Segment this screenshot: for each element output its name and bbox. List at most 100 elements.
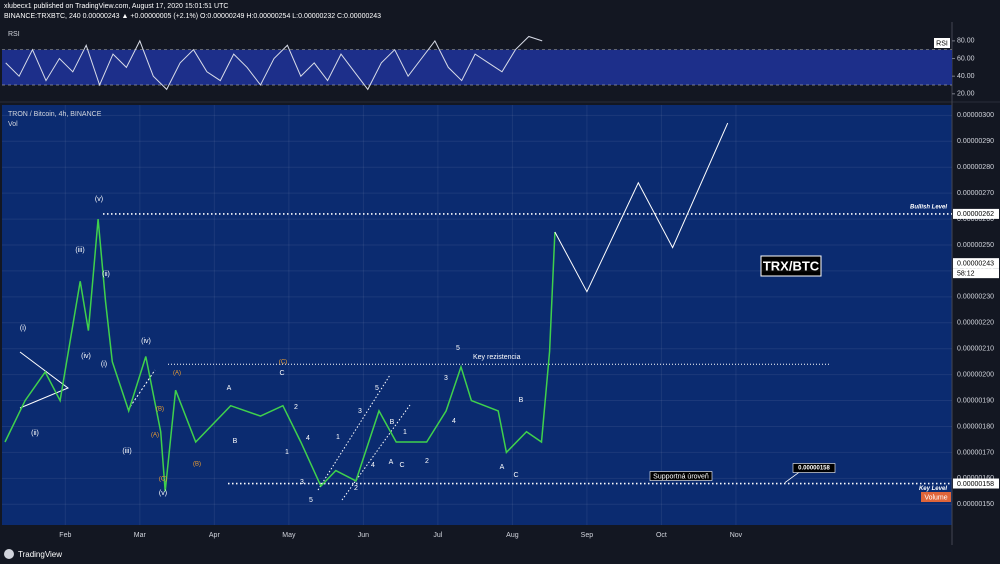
price-title: TRON / Bitcoin, 4h, BINANCE bbox=[8, 111, 102, 118]
wave-label: (iv) bbox=[81, 353, 91, 360]
wave-label: (iv) bbox=[141, 338, 151, 345]
wave-label: B bbox=[390, 419, 395, 426]
y-tick-label: 0.00000150 bbox=[957, 501, 994, 508]
level-label: Key rezistencia bbox=[473, 354, 521, 361]
y-tick-label: 0.00000270 bbox=[957, 190, 994, 197]
wave-label: A bbox=[227, 385, 232, 392]
wave-label: 2 bbox=[354, 485, 358, 492]
pair-badge-box bbox=[760, 255, 822, 277]
axis-price-label: 0.00000158 bbox=[957, 481, 994, 488]
wave-label: 3 bbox=[300, 479, 304, 486]
wave-label: (i) bbox=[101, 361, 107, 368]
x-tick-label: Aug bbox=[506, 532, 519, 539]
level-label: Supportná úroveň bbox=[653, 473, 709, 480]
x-tick-label: Sep bbox=[581, 532, 594, 539]
wave-label: 4 bbox=[306, 435, 310, 442]
x-tick-label: Jul bbox=[433, 532, 442, 539]
y-tick-label: 0.00000230 bbox=[957, 294, 994, 301]
y-tick-label: 0.00000260 bbox=[957, 216, 994, 223]
rsi-tick-label: 40.00 bbox=[957, 73, 975, 80]
timer-box bbox=[953, 268, 999, 279]
wave-label: A bbox=[389, 459, 394, 466]
y-tick-label: 0.00000170 bbox=[957, 449, 994, 456]
axis-price-label: 0.00000262 bbox=[957, 211, 994, 218]
x-tick-label: Oct bbox=[656, 532, 667, 539]
vol-title: Vol bbox=[8, 121, 18, 128]
wave-label: 1 bbox=[285, 449, 289, 456]
y-tick-label: 0.00000180 bbox=[957, 423, 994, 430]
correction-label: (A) bbox=[173, 371, 181, 377]
channel-line bbox=[317, 374, 391, 491]
price-line bbox=[4, 219, 556, 492]
rsi-tick-label: 20.00 bbox=[957, 91, 975, 98]
timer-label: 58:12 bbox=[957, 270, 975, 277]
callout-label: 0.00000158 bbox=[798, 466, 830, 472]
wave-label: (i) bbox=[20, 325, 26, 332]
wave-label: 4 bbox=[452, 418, 456, 425]
publisher: xlubecx1 published on TradingView.com, A… bbox=[4, 3, 228, 10]
callout-box bbox=[792, 463, 836, 473]
wave-label: 3 bbox=[444, 375, 448, 382]
y-tick-label: 0.00000300 bbox=[957, 112, 994, 119]
last-price-label: 0.00000243 bbox=[957, 260, 994, 267]
y-tick-label: 0.00000200 bbox=[957, 371, 994, 378]
rsi-badge-box bbox=[934, 38, 950, 48]
projection-line bbox=[554, 122, 729, 293]
rsi-tick-label: 60.00 bbox=[957, 55, 975, 62]
axis-price-box bbox=[953, 478, 999, 489]
wave-label: A bbox=[500, 464, 505, 471]
wave-label: 5 bbox=[456, 345, 460, 352]
wave-label: 5 bbox=[375, 385, 379, 392]
axis-price-box bbox=[953, 208, 999, 219]
rsi-title: RSI bbox=[8, 31, 20, 38]
wave-label: (v) bbox=[159, 490, 167, 497]
level-note: Key Level bbox=[919, 486, 947, 492]
level-label: Bullish Level bbox=[910, 204, 947, 210]
triangle bbox=[19, 351, 69, 409]
x-tick-label: Nov bbox=[730, 532, 743, 539]
correction-label: (B) bbox=[156, 407, 164, 413]
y-tick-label: 0.00000280 bbox=[957, 164, 994, 171]
wave-label: C bbox=[279, 370, 284, 377]
y-tick-label: 0.00000210 bbox=[957, 346, 994, 353]
last-price-box bbox=[953, 258, 999, 269]
x-tick-label: Jun bbox=[358, 532, 369, 539]
correction-label: (C) bbox=[279, 360, 287, 366]
wave-label: C bbox=[399, 462, 404, 469]
y-tick-label: 0.00000220 bbox=[957, 320, 994, 327]
y-tick-label: 0.00000290 bbox=[957, 138, 994, 145]
wave-label: 1 bbox=[403, 429, 407, 436]
wave-label: 2 bbox=[425, 458, 429, 465]
rsi-line bbox=[5, 35, 543, 91]
wave-label: (ii) bbox=[102, 271, 110, 278]
x-tick-label: Feb bbox=[59, 532, 71, 539]
volume-badge-box bbox=[921, 492, 951, 502]
wave-label: 5 bbox=[309, 497, 313, 504]
brand: TradingView bbox=[18, 550, 62, 559]
footer: TradingView bbox=[4, 549, 62, 559]
wave-label: B bbox=[233, 438, 238, 445]
x-tick-label: Apr bbox=[209, 532, 221, 539]
level-label-box bbox=[649, 471, 713, 481]
pair-badge: TRX/BTC bbox=[763, 258, 820, 273]
wave-label: 2 bbox=[294, 404, 298, 411]
wave-label: 4 bbox=[371, 462, 375, 469]
wave-label: (iii) bbox=[122, 448, 131, 455]
wave-label: C bbox=[513, 472, 518, 479]
wave-label: 3 bbox=[358, 408, 362, 415]
rsi-tick-label: 80.00 bbox=[957, 38, 975, 45]
symbol-info: BINANCE:TRXBTC, 240 0.00000243 ▲ +0.0000… bbox=[4, 13, 381, 20]
x-tick-label: May bbox=[282, 532, 296, 539]
wave-label: 1 bbox=[336, 434, 340, 441]
correction-label: (A) bbox=[151, 433, 159, 439]
x-tick-label: Mar bbox=[134, 532, 147, 539]
rsi-badge: RSI bbox=[936, 40, 948, 47]
volume-badge: Volume bbox=[924, 494, 947, 501]
wave-label: B bbox=[519, 397, 524, 404]
callout-line bbox=[784, 471, 801, 483]
wave-label: (v) bbox=[95, 196, 103, 203]
wave-label: (iii) bbox=[75, 247, 84, 254]
y-tick-label: 0.00000250 bbox=[957, 242, 994, 249]
logo bbox=[4, 549, 14, 559]
